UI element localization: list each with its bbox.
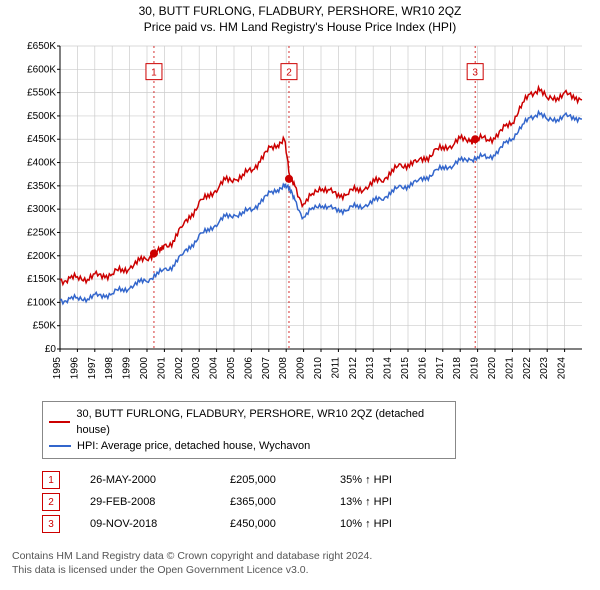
svg-text:£400K: £400K xyxy=(27,158,56,169)
legend-label-red: 30, BUTT FURLONG, FLADBURY, PERSHORE, WR… xyxy=(76,406,449,438)
svg-text:2013: 2013 xyxy=(365,357,376,380)
svg-text:2014: 2014 xyxy=(383,357,394,380)
svg-text:£200K: £200K xyxy=(27,251,56,262)
sale-diff: 13% ↑ HPI xyxy=(340,496,430,508)
sale-date: 26-MAY-2000 xyxy=(90,474,200,486)
svg-text:2008: 2008 xyxy=(278,357,289,380)
svg-text:2005: 2005 xyxy=(226,357,237,380)
svg-text:2023: 2023 xyxy=(539,357,550,380)
footer-line1: Contains HM Land Registry data © Crown c… xyxy=(12,549,588,563)
sale-date: 29-FEB-2008 xyxy=(90,496,200,508)
svg-text:£100K: £100K xyxy=(27,297,56,308)
svg-text:£350K: £350K xyxy=(27,181,56,192)
svg-text:2021: 2021 xyxy=(504,357,515,380)
sale-marker-box: 1 xyxy=(42,471,60,489)
svg-text:2024: 2024 xyxy=(557,357,568,380)
sale-price: £365,000 xyxy=(230,496,310,508)
svg-text:2022: 2022 xyxy=(522,357,533,380)
svg-text:1996: 1996 xyxy=(69,357,80,380)
sales-table: 1 26-MAY-2000 £205,000 35% ↑ HPI 2 29-FEB-200… xyxy=(42,469,588,535)
sale-diff: 10% ↑ HPI xyxy=(340,518,430,530)
svg-text:2000: 2000 xyxy=(139,357,150,380)
svg-text:2004: 2004 xyxy=(209,357,220,380)
svg-text:2007: 2007 xyxy=(261,357,272,380)
svg-text:2019: 2019 xyxy=(470,357,481,380)
svg-text:2020: 2020 xyxy=(487,357,498,380)
svg-text:1997: 1997 xyxy=(87,357,98,380)
sales-row: 2 29-FEB-2008 £365,000 13% ↑ HPI xyxy=(42,491,588,513)
footer: Contains HM Land Registry data © Crown c… xyxy=(12,549,588,577)
sale-price: £205,000 xyxy=(230,474,310,486)
svg-text:2: 2 xyxy=(286,68,292,79)
svg-text:£450K: £450K xyxy=(27,134,56,145)
svg-text:£50K: £50K xyxy=(33,321,57,332)
svg-text:£0: £0 xyxy=(45,344,57,355)
legend-swatch-red xyxy=(49,421,70,423)
svg-text:£600K: £600K xyxy=(27,64,56,75)
sales-row: 3 09-NOV-2018 £450,000 10% ↑ HPI xyxy=(42,513,588,535)
svg-text:2012: 2012 xyxy=(348,357,359,380)
chart-svg: £0 £50K £100K £150K £200K £250K £300K £350K £400… xyxy=(10,40,590,395)
svg-text:2002: 2002 xyxy=(174,357,185,380)
legend-swatch-blue xyxy=(49,445,71,447)
svg-text:£550K: £550K xyxy=(27,88,56,99)
legend-row-blue: HPI: Average price, detached house, Wych… xyxy=(49,438,449,454)
price-chart: £0 £50K £100K £150K £200K £250K £300K £350K £400… xyxy=(10,40,590,395)
legend-label-blue: HPI: Average price, detached house, Wych… xyxy=(77,438,310,454)
svg-text:2010: 2010 xyxy=(313,357,324,380)
svg-text:2006: 2006 xyxy=(243,357,254,380)
svg-text:2017: 2017 xyxy=(435,357,446,380)
svg-text:£300K: £300K xyxy=(27,204,56,215)
sales-row: 1 26-MAY-2000 £205,000 35% ↑ HPI xyxy=(42,469,588,491)
svg-text:1: 1 xyxy=(151,68,157,79)
svg-text:2003: 2003 xyxy=(191,357,202,380)
svg-text:2018: 2018 xyxy=(452,357,463,380)
svg-text:2016: 2016 xyxy=(417,357,428,380)
sale-diff: 35% ↑ HPI xyxy=(340,474,430,486)
legend-row-red: 30, BUTT FURLONG, FLADBURY, PERSHORE, WR… xyxy=(49,406,449,438)
svg-text:1998: 1998 xyxy=(104,357,115,380)
svg-text:2011: 2011 xyxy=(330,357,341,379)
svg-text:3: 3 xyxy=(472,68,478,79)
sale-marker-box: 3 xyxy=(42,515,60,533)
title-line2: Price paid vs. HM Land Registry's House … xyxy=(0,20,600,34)
footer-line2: This data is licensed under the Open Gov… xyxy=(12,563,588,577)
svg-text:1995: 1995 xyxy=(52,357,63,380)
legend: 30, BUTT FURLONG, FLADBURY, PERSHORE, WR… xyxy=(42,401,456,459)
sale-marker-box: 2 xyxy=(42,493,60,511)
sale-date: 09-NOV-2018 xyxy=(90,518,200,530)
sale-price: £450,000 xyxy=(230,518,310,530)
svg-text:1999: 1999 xyxy=(122,357,133,380)
title-line1: 30, BUTT FURLONG, FLADBURY, PERSHORE, WR… xyxy=(0,4,600,18)
svg-text:2001: 2001 xyxy=(156,357,167,380)
svg-text:£500K: £500K xyxy=(27,111,56,122)
svg-text:£650K: £650K xyxy=(27,41,56,52)
svg-text:2009: 2009 xyxy=(296,357,307,380)
svg-text:2015: 2015 xyxy=(400,357,411,380)
svg-text:£150K: £150K xyxy=(27,274,56,285)
svg-text:£250K: £250K xyxy=(27,227,56,238)
